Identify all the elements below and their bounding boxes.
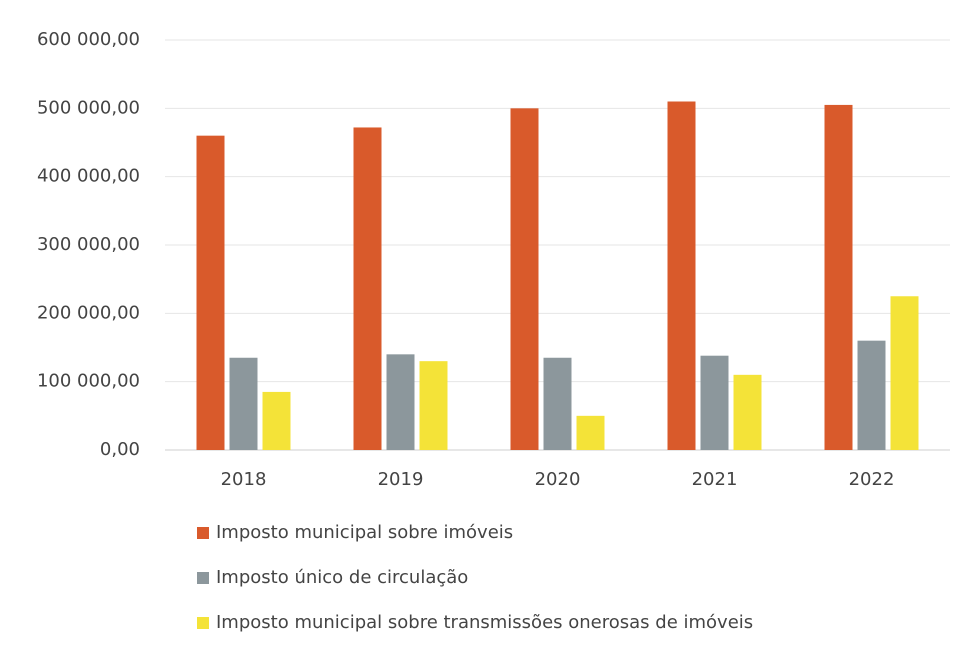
- bar: [510, 108, 539, 450]
- x-tick-label: 2022: [849, 469, 895, 490]
- legend-swatch: [197, 527, 209, 539]
- bar: [890, 296, 919, 450]
- y-tick-label: 0,00: [100, 439, 140, 460]
- y-tick-label: 100 000,00: [37, 371, 140, 392]
- y-tick-label: 400 000,00: [37, 166, 140, 187]
- legend-swatch: [197, 617, 209, 629]
- legend-label: Imposto municipal sobre transmissões one…: [216, 612, 753, 633]
- bar: [543, 357, 572, 450]
- bar: [667, 101, 696, 450]
- legend-label: Imposto único de circulação: [216, 567, 468, 588]
- bar: [262, 391, 291, 450]
- bar: [576, 415, 605, 450]
- y-tick-label: 600 000,00: [37, 29, 140, 50]
- legend-label: Imposto municipal sobre imóveis: [216, 522, 513, 543]
- y-tick-label: 500 000,00: [37, 97, 140, 118]
- y-tick-label: 300 000,00: [37, 234, 140, 255]
- y-tick-label: 200 000,00: [37, 302, 140, 323]
- x-tick-label: 2018: [221, 469, 267, 490]
- bar: [419, 361, 448, 450]
- bar: [824, 104, 853, 451]
- bar: [700, 355, 729, 450]
- bar: [857, 340, 886, 450]
- bar: [733, 374, 762, 450]
- bar: [386, 354, 415, 450]
- bar: [353, 127, 382, 450]
- bar: [196, 135, 225, 450]
- x-tick-label: 2020: [535, 469, 581, 490]
- legend-swatch: [197, 572, 209, 584]
- bar: [229, 357, 258, 450]
- x-tick-label: 2019: [378, 469, 424, 490]
- x-tick-label: 2021: [692, 469, 738, 490]
